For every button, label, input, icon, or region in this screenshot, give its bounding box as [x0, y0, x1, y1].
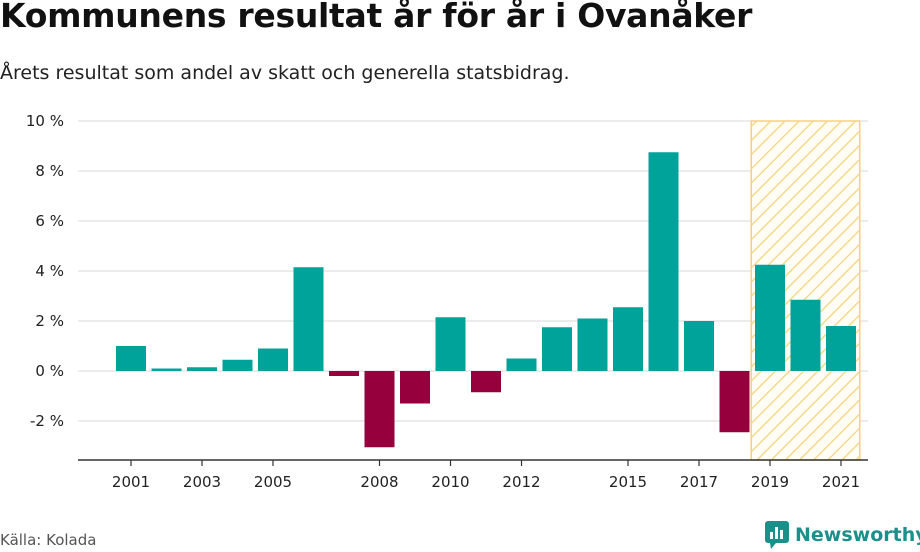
x-tick-label: 2012: [502, 473, 540, 491]
bar-2021: [826, 326, 856, 371]
y-tick-label: 8 %: [35, 162, 64, 180]
newsworthy-logo-icon: [765, 521, 789, 549]
source-note: Källa: Kolada: [0, 531, 97, 549]
bar-2003: [187, 367, 217, 371]
bar-2004: [222, 359, 253, 371]
bar-2007: [329, 371, 359, 376]
y-tick-label: 2 %: [35, 312, 64, 330]
bar-2008: [364, 371, 395, 448]
bar-2006: [293, 267, 324, 371]
bar-2001: [116, 346, 146, 371]
x-tick-label: 2003: [183, 473, 221, 491]
bar-2002: [151, 368, 182, 371]
bar-2013: [542, 327, 572, 371]
bar-2014: [577, 318, 608, 371]
x-tick-label: 2001: [112, 473, 150, 491]
y-tick-label: 0 %: [35, 362, 64, 380]
y-tick-label: 10 %: [26, 112, 64, 130]
y-tick-label: 4 %: [35, 262, 64, 280]
bar-2017: [684, 321, 714, 371]
y-tick-label: 6 %: [35, 212, 64, 230]
newsworthy-logo: Newsworthy: [764, 520, 920, 550]
chart-subtitle: Årets resultat som andel av skatt och ge…: [0, 62, 570, 84]
bar-2019: [755, 264, 785, 371]
bar-2015: [613, 307, 643, 371]
chart-title: Kommunens resultat år för år i Ovanåker: [0, 0, 753, 35]
x-tick-label: 2017: [680, 473, 718, 491]
x-tick-label: 2019: [751, 473, 789, 491]
bar-2016: [648, 152, 679, 371]
x-tick-label: 2010: [431, 473, 469, 491]
bar-2010: [435, 317, 466, 371]
bar-2020: [790, 299, 821, 371]
x-tick-label: 2005: [254, 473, 292, 491]
bar-2011: [471, 371, 501, 393]
brand-name: Newsworthy: [795, 524, 920, 546]
x-tick-label: 2008: [360, 473, 398, 491]
y-tick-label: -2 %: [30, 412, 64, 430]
bar-2018: [719, 371, 750, 433]
x-tick-label: 2015: [609, 473, 647, 491]
bar-2005: [258, 348, 288, 371]
bar-2009: [400, 371, 430, 404]
bar-2012: [506, 358, 537, 371]
x-tick-label: 2021: [822, 473, 860, 491]
